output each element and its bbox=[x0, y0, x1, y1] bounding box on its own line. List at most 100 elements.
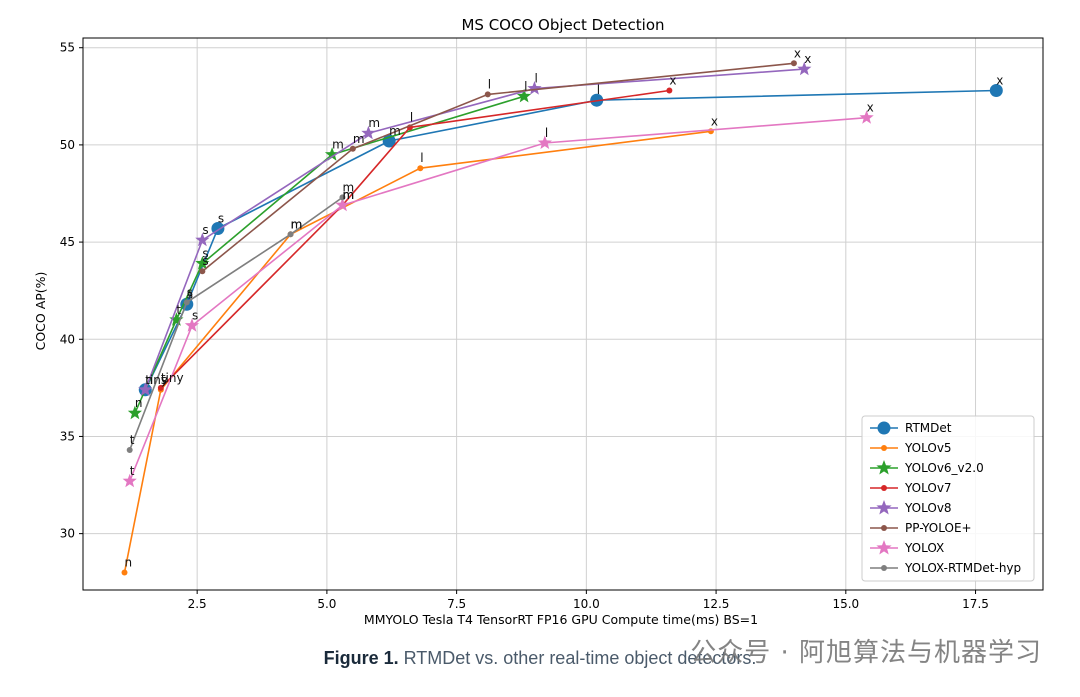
data-point bbox=[138, 382, 153, 396]
legend-label: YOLOX bbox=[904, 541, 944, 555]
y-tick-label: 55 bbox=[60, 41, 75, 55]
y-tick-label: 50 bbox=[60, 138, 75, 152]
figure-caption: Figure 1. RTMDet vs. other real-time obj… bbox=[0, 648, 1080, 669]
point-label: x bbox=[794, 46, 801, 60]
point-label: t bbox=[130, 464, 135, 478]
data-point bbox=[881, 565, 887, 571]
point-label: t bbox=[130, 433, 135, 447]
series-yolov5 bbox=[121, 128, 714, 576]
legend-entry: RTMDet bbox=[870, 421, 952, 435]
legend-entry: YOLOX-RTMDet-hyp bbox=[870, 561, 1021, 575]
data-point bbox=[516, 88, 532, 103]
legend-box bbox=[861, 415, 1035, 582]
data-point bbox=[183, 299, 190, 306]
point-label: l bbox=[597, 83, 600, 97]
series-rtmdet bbox=[138, 83, 1003, 397]
chart-title: MS COCO Object Detection bbox=[461, 16, 664, 34]
legend-label: YOLOv8 bbox=[904, 501, 952, 515]
x-tick-label: 10.0 bbox=[573, 597, 600, 611]
legend-label: YOLOv5 bbox=[904, 441, 952, 455]
series-line bbox=[123, 130, 712, 573]
point-label: m bbox=[342, 188, 354, 202]
series-yolox bbox=[122, 110, 874, 488]
point-label: m bbox=[291, 217, 303, 231]
data-point bbox=[527, 81, 542, 95]
point-label: n bbox=[145, 373, 153, 387]
series-line bbox=[128, 116, 867, 482]
data-point bbox=[339, 194, 346, 201]
point-label: x bbox=[804, 52, 811, 66]
legend-entry: YOLOv5 bbox=[870, 441, 952, 455]
legend-entry: PP-YOLOE+ bbox=[870, 521, 972, 535]
point-label: m bbox=[291, 217, 303, 231]
point-label: n bbox=[135, 396, 143, 410]
y-tick-label: 30 bbox=[60, 527, 75, 541]
data-point bbox=[127, 405, 142, 420]
legend-entry: YOLOv8 bbox=[870, 500, 952, 515]
x-tick-label: 15.0 bbox=[832, 597, 859, 611]
legend-entry: YOLOv7 bbox=[870, 481, 952, 495]
legend-label: PP-YOLOE+ bbox=[905, 521, 972, 535]
data-point bbox=[797, 61, 812, 76]
point-label: m bbox=[368, 116, 380, 130]
point-labels: tinyssmlxnsmlxntsmltinymlxnsmlxsmlxtsmlx… bbox=[125, 46, 1004, 569]
gridlines bbox=[83, 38, 1043, 590]
point-label: s bbox=[202, 246, 208, 260]
axis-ticks: 2.5 5.0 7.5 10.0 12.5 15.0 17.5 30 35 40 45 50 55 bbox=[60, 41, 989, 611]
data-point bbox=[859, 110, 874, 124]
data-point bbox=[989, 83, 1003, 97]
point-label: x bbox=[867, 101, 874, 115]
legend-label: YOLOv7 bbox=[904, 481, 952, 495]
series-yolov6-v2-0 bbox=[127, 88, 532, 420]
point-label: x bbox=[669, 73, 676, 87]
caption-figure-number: Figure 1. bbox=[323, 648, 399, 668]
point-label: x bbox=[711, 114, 718, 128]
point-label: m bbox=[389, 124, 401, 138]
data-point bbox=[121, 569, 128, 576]
data-point bbox=[881, 525, 887, 531]
point-label: l bbox=[488, 77, 491, 91]
data-point bbox=[361, 125, 376, 140]
data-point bbox=[195, 232, 210, 247]
point-label: m bbox=[342, 180, 354, 194]
point-label: n bbox=[125, 556, 133, 570]
series-yolox-rtmdet-hyp bbox=[126, 194, 346, 454]
data-point bbox=[876, 460, 892, 475]
watermark: 公众号 · 阿旭算法与机器学习 bbox=[690, 638, 1042, 668]
data-point bbox=[126, 447, 133, 454]
data-point bbox=[417, 165, 424, 172]
point-label: l bbox=[410, 110, 413, 124]
data-point bbox=[169, 312, 184, 326]
plot-frame bbox=[82, 37, 1044, 591]
point-label: tiny bbox=[145, 373, 168, 387]
data-point bbox=[666, 87, 673, 94]
data-point bbox=[195, 256, 210, 270]
data-point bbox=[876, 500, 892, 515]
point-label: s bbox=[202, 254, 208, 268]
x-tick-label: 5.0 bbox=[317, 597, 336, 611]
data-point bbox=[349, 145, 356, 152]
data-point bbox=[881, 445, 887, 451]
point-label: m bbox=[332, 138, 344, 152]
x-tick-label: 2.5 bbox=[188, 597, 207, 611]
data-point bbox=[790, 60, 797, 67]
point-label: m bbox=[353, 132, 365, 146]
point-label: l bbox=[534, 72, 537, 86]
series-line bbox=[144, 89, 997, 391]
point-label: l bbox=[524, 79, 527, 93]
data-point bbox=[877, 421, 891, 435]
data-point bbox=[335, 197, 350, 212]
x-axis-label: MMYOLO Tesla T4 TensorRT FP16 GPU Comput… bbox=[364, 612, 758, 627]
series-yolov8 bbox=[138, 61, 812, 396]
caption-text: RTMDet vs. other real-time object detect… bbox=[403, 648, 757, 668]
data-point bbox=[199, 268, 206, 275]
data-point bbox=[287, 231, 294, 238]
x-tick-label: 12.5 bbox=[703, 597, 730, 611]
data-point bbox=[537, 135, 552, 149]
legend-label: YOLOX-RTMDet-hyp bbox=[904, 561, 1021, 575]
x-tick-label: 17.5 bbox=[962, 597, 989, 611]
legend-label: RTMDet bbox=[905, 421, 952, 435]
legend-entry: YOLOX bbox=[870, 540, 944, 555]
data-point bbox=[876, 540, 892, 555]
